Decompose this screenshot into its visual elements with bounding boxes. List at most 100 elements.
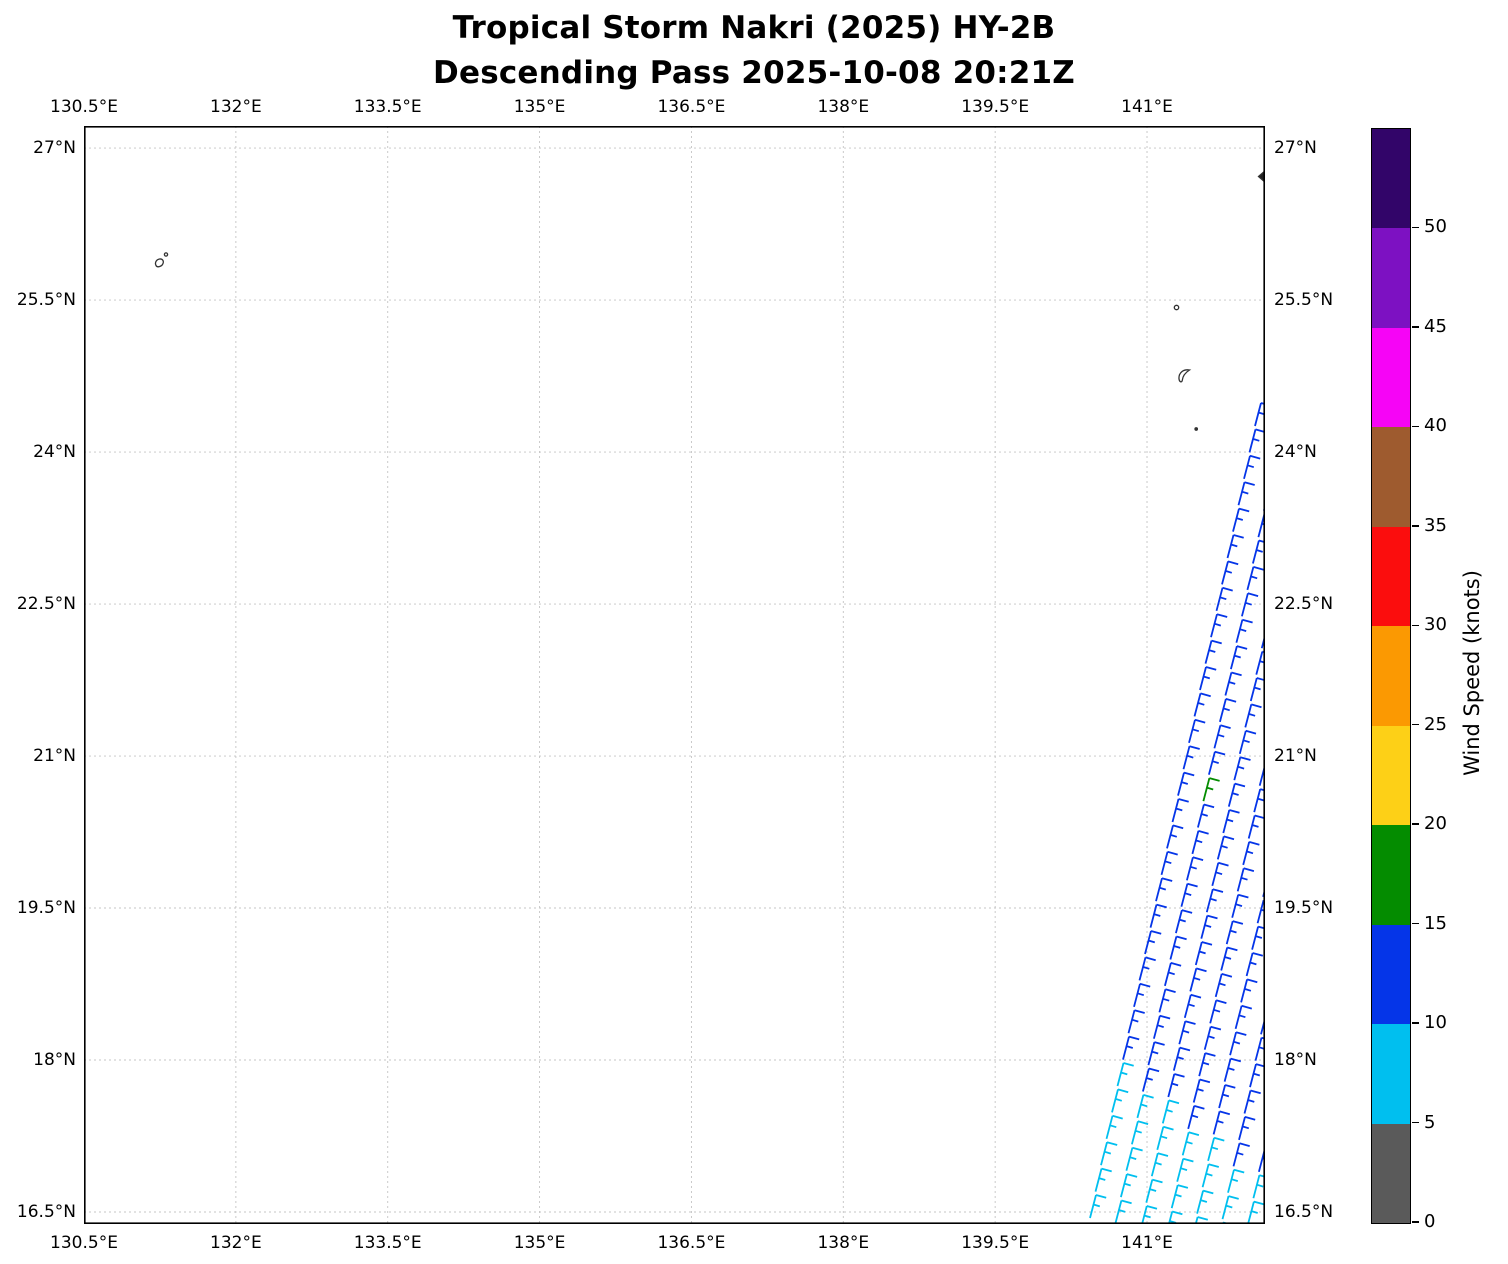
colorbar-segment-50-55 [1372, 129, 1410, 229]
plot-frame [84, 126, 1265, 1224]
wind-barb [1227, 1168, 1245, 1193]
colorbar-segment-35-40 [1372, 427, 1410, 527]
y-tick-label-right: 25.5°N [1274, 290, 1334, 311]
colorbar-segment-30-35 [1372, 526, 1410, 627]
y-tick-label-right: 19.5°N [1274, 898, 1334, 918]
colorbar-tick [1412, 226, 1419, 229]
wind-barb [1236, 867, 1255, 892]
wind-barb [1212, 1110, 1231, 1135]
wind-barb [1122, 1035, 1140, 1060]
wind-barb [1164, 962, 1182, 987]
wind-barb [1215, 586, 1233, 612]
y-tick-label-right: 24°N [1274, 442, 1317, 463]
wind-barb [1131, 1120, 1149, 1145]
wind-barb [1244, 703, 1262, 728]
wind-barb [1167, 1073, 1185, 1098]
wind-barb [1169, 935, 1187, 960]
colorbar-segment-0-5 [1372, 1123, 1410, 1223]
wind-barb [1216, 835, 1235, 860]
wind-barb [1142, 1067, 1160, 1092]
x-tick-label-top: 139.5°E [961, 97, 1030, 117]
colorbar-tick [1412, 425, 1419, 428]
wind-barb [1234, 1004, 1253, 1030]
island-islet-west-a [154, 258, 164, 268]
wind-barb [1197, 803, 1215, 828]
colorbar-tick [1412, 1221, 1419, 1223]
wind-barb [1156, 1125, 1174, 1151]
wind-barb [1105, 1114, 1123, 1140]
wind-barb [1207, 1136, 1225, 1162]
x-tick-label-bottom: 139.5°E [961, 1233, 1030, 1253]
x-tick-label-bottom: 136.5°E [657, 1233, 726, 1253]
wind-barb [1187, 1105, 1205, 1130]
wind-barb [1175, 909, 1193, 934]
wind-barb [1243, 454, 1261, 480]
wind-barb [1194, 1216, 1209, 1224]
x-tick-label-top: 135°E [513, 97, 566, 117]
wind-barb [1210, 613, 1228, 638]
y-tick-label-right: 21°N [1274, 746, 1317, 766]
colorbar-tick-label: 40 [1424, 415, 1447, 437]
island-islet-east-ring [1173, 304, 1180, 311]
x-tick-label-bottom: 130.5°E [50, 1233, 118, 1253]
wind-barb [1253, 788, 1265, 813]
wind-barb [1252, 539, 1265, 564]
colorbar-tick-label: 50 [1424, 216, 1447, 238]
colorbar-axis-label: Wind Speed (knots) [1460, 570, 1484, 776]
colorbar-tick [1412, 823, 1419, 825]
wind-barb [1224, 671, 1242, 696]
x-tick-label-bottom: 135°E [513, 1233, 566, 1253]
colorbar-segment-5-10 [1372, 1024, 1410, 1124]
wind-barb [1189, 967, 1207, 992]
colorbar-tick-label: 30 [1424, 614, 1447, 636]
wind-barb [1178, 1020, 1196, 1045]
wind-barb [1138, 956, 1156, 981]
wind-barb [1153, 1014, 1171, 1039]
wind-barb [1147, 1041, 1165, 1066]
colorbar-segment-20-25 [1372, 725, 1410, 826]
wind-barb [1166, 824, 1184, 849]
island-islet-east-dot [1194, 427, 1199, 431]
y-tick-label-left: 19.5°N [16, 898, 76, 918]
wind-barb [1223, 1057, 1242, 1082]
wind-barb [1233, 756, 1251, 781]
colorbar-tick-label: 10 [1424, 1012, 1447, 1034]
island-islet-west-b [163, 252, 169, 257]
wind-barb [1141, 1205, 1158, 1224]
colorbar-segment-10-15 [1372, 924, 1410, 1025]
wind-barb [1176, 1157, 1194, 1182]
gridlines [84, 126, 1265, 1224]
wind-barb [1196, 1189, 1214, 1214]
wind-barb [1241, 592, 1259, 617]
colorbar-tick [1412, 525, 1419, 527]
wind-barb [1145, 1178, 1163, 1203]
wind-barb [1201, 1163, 1220, 1188]
wind-barb [1155, 877, 1173, 902]
wind-barb [1227, 782, 1246, 807]
wind-barb [1245, 952, 1264, 977]
wind-barb [1221, 560, 1239, 585]
wind-barb [1208, 750, 1226, 775]
wind-barb [1188, 718, 1206, 744]
island-islet-east-hook [1178, 369, 1192, 383]
wind-barb [1160, 850, 1178, 876]
wind-barb [1249, 1063, 1265, 1088]
wind-barb [1136, 1094, 1154, 1119]
y-tick-label-left: 27°N [33, 138, 76, 159]
colorbar-tick-label: 45 [1424, 315, 1447, 337]
wind-barb [1230, 645, 1248, 670]
wind-barb [1116, 1062, 1134, 1087]
map-plot [84, 126, 1265, 1224]
colorbar [1371, 128, 1411, 1224]
colorbar-tick-label: 25 [1424, 713, 1447, 735]
y-tick-label-left: 21°N [33, 746, 76, 766]
wind-barb [1209, 999, 1227, 1024]
wind-barb [1120, 1173, 1138, 1198]
y-tick-label-left: 18°N [33, 1050, 76, 1070]
colorbar-tick [1412, 922, 1419, 925]
colorbar-tick-label: 0 [1424, 1211, 1436, 1232]
wind-barb [1221, 1195, 1239, 1220]
wind-barb [1182, 745, 1200, 770]
y-tick-label-right: 27°N [1274, 138, 1317, 159]
wind-barb [1180, 882, 1198, 907]
